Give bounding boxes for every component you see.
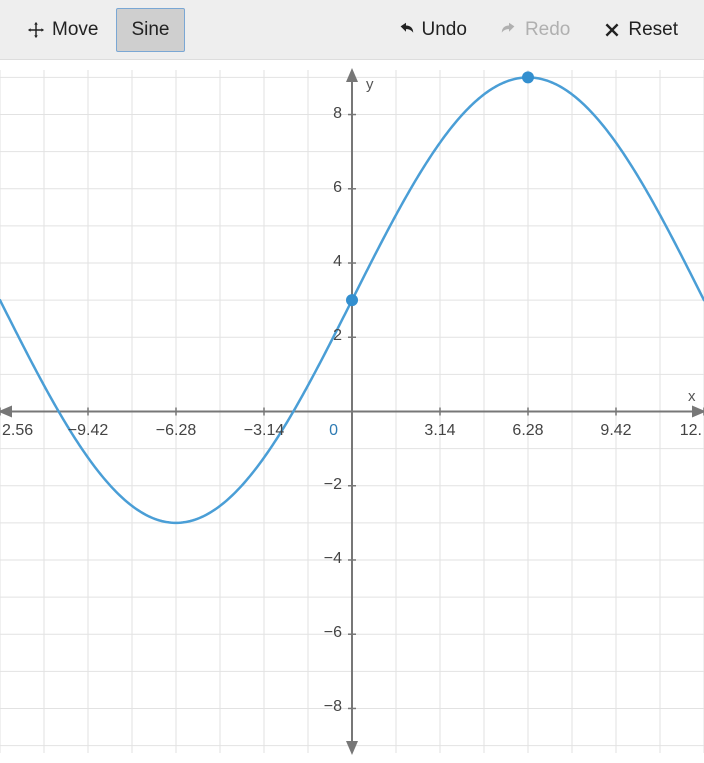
x-tick-label: 6.28: [512, 422, 543, 440]
x-tick-label: 9.42: [600, 422, 631, 440]
redo-button[interactable]: Redo: [485, 9, 584, 51]
y-tick-label: 2: [333, 327, 342, 345]
reset-button[interactable]: Reset: [588, 9, 692, 51]
undo-label: Undo: [422, 19, 467, 41]
y-tick-label: −2: [324, 476, 342, 494]
x-tick-label: 2.56: [2, 422, 33, 440]
move-button[interactable]: Move: [12, 9, 112, 51]
undo-button[interactable]: Undo: [382, 9, 481, 51]
x-tick-label: 12.: [680, 422, 702, 440]
move-label: Move: [52, 19, 98, 41]
move-icon: [26, 20, 46, 40]
x-tick-label: 3.14: [424, 422, 455, 440]
y-tick-label: 8: [333, 105, 342, 123]
toolbar: Move Sine Undo Redo Reset: [0, 0, 704, 60]
reset-label: Reset: [628, 19, 678, 41]
redo-label: Redo: [525, 19, 570, 41]
x-tick-label: −3.14: [244, 422, 284, 440]
x-tick-label: −6.28: [156, 422, 196, 440]
redo-icon: [499, 20, 519, 40]
y-tick-label: −4: [324, 550, 342, 568]
y-tick-label: 6: [333, 179, 342, 197]
close-icon: [602, 20, 622, 40]
origin-label: 0: [329, 422, 338, 440]
sine-label: Sine: [131, 19, 169, 41]
sine-button[interactable]: Sine: [116, 8, 184, 52]
chart-area[interactable]: 2.56 −9.42 −6.28 −3.14 3.14 6.28 9.42 12. −8 −6 −4…: [0, 60, 704, 763]
y-axis-label: y: [366, 76, 374, 93]
y-tick-label: −6: [324, 624, 342, 642]
x-axis-label: x: [688, 388, 696, 405]
undo-icon: [396, 20, 416, 40]
y-tick-label: −8: [324, 698, 342, 716]
x-tick-label: −9.42: [68, 422, 108, 440]
y-tick-label: 4: [333, 253, 342, 271]
chart-svg: [0, 60, 704, 763]
